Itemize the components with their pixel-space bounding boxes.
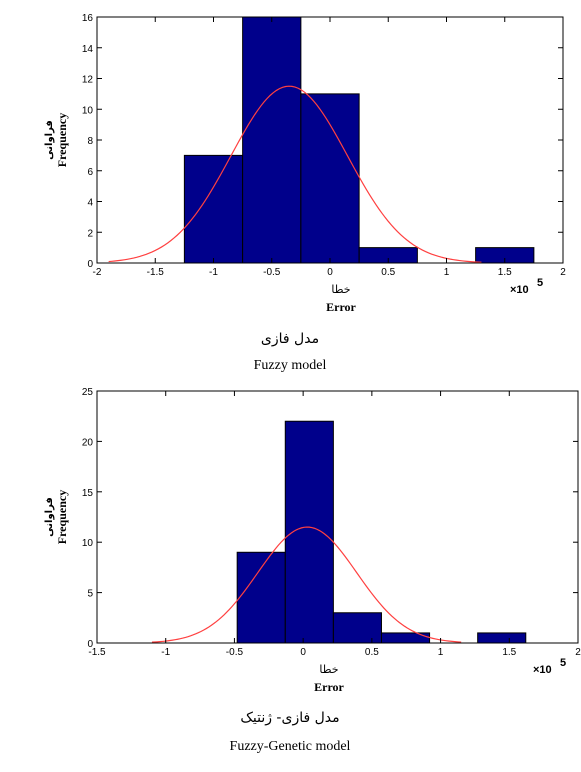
y-tick-label: 4: [87, 198, 93, 209]
caption-fa: مدل فازی: [261, 331, 319, 347]
y-tick-label: 0: [87, 639, 93, 650]
x-tick-label: -1.5: [88, 647, 106, 658]
histogram-bar: [242, 16, 302, 264]
x-axis-multiplier: ×10: [510, 284, 529, 296]
y-tick-label: 5: [87, 589, 93, 600]
y-axis-label: Frequency: [55, 490, 69, 544]
caption-en: Fuzzy model: [254, 358, 327, 373]
x-tick-label: -1: [209, 267, 218, 278]
histogram-bar: [332, 612, 382, 644]
normal-fit-curve: [151, 526, 462, 643]
histogram-panel-1: -2 -1.5 -1 -0.5 0 0.5 1 1.5 2 0 2 4 6 8 10 12 14 16 Freque…: [44, 13, 566, 373]
y-axis-label: Frequency: [55, 113, 69, 167]
axes-frame: [96, 390, 579, 644]
y-tick-label: 10: [82, 538, 94, 549]
x-tick-label: 0.5: [365, 647, 379, 658]
histogram-bar: [300, 93, 360, 264]
histogram-bar: [236, 551, 286, 644]
histogram-bar: [183, 154, 244, 264]
histogram-bar: [477, 632, 527, 644]
y-tick-label: 10: [82, 105, 94, 116]
histogram-bar: [380, 632, 431, 644]
y-tick-label: 16: [82, 13, 94, 24]
x-tick-label: 1: [444, 267, 450, 278]
y-tick-label: 15: [82, 488, 94, 499]
y-tick-label: 6: [87, 167, 93, 178]
x-axis-label-fa: خطا: [331, 283, 350, 296]
y-tick-label: 25: [82, 387, 94, 398]
x-tick-label: 1: [438, 647, 444, 658]
x-tick-label: -1.5: [147, 267, 165, 278]
x-axis-label: Error: [314, 680, 344, 694]
caption-fa: مدل فازی- ژنتیک: [240, 710, 339, 726]
x-tick-label: 2: [560, 267, 566, 278]
x-axis-multiplier: ×10: [533, 664, 552, 676]
x-tick-label: -2: [93, 267, 102, 278]
x-axis-label: Error: [326, 300, 356, 314]
x-tick-label: 0.5: [381, 267, 395, 278]
x-axis-multiplier-exponent: 5: [537, 277, 543, 289]
y-tick-label: 14: [82, 44, 94, 55]
x-tick-label: 1.5: [498, 267, 512, 278]
x-tick-label: 2: [575, 647, 581, 658]
x-tick-label: 1.5: [502, 647, 516, 658]
x-tick-label: -0.5: [263, 267, 281, 278]
x-axis-label-fa: خطا: [319, 663, 338, 676]
x-tick-label: 0: [300, 647, 306, 658]
y-tick-label: 12: [82, 75, 94, 86]
x-tick-label: 0: [327, 267, 333, 278]
histogram-panel-2: -1.5 -1 -0.5 0 0.5 1 1.5 20510152025Frequencyفر…: [44, 387, 581, 754]
y-tick-label: 8: [87, 136, 93, 147]
y-tick-label: 2: [87, 228, 93, 239]
normal-fit-curve: [108, 85, 482, 263]
y-tick-label: 0: [87, 259, 93, 270]
caption-en: Fuzzy-Genetic model: [230, 739, 351, 754]
x-axis-multiplier-exponent: 5: [560, 657, 566, 669]
y-axis-label-fa: فراوانی: [44, 497, 55, 537]
x-tick-label: -1: [161, 647, 170, 658]
y-axis-label-fa: فراوانی: [44, 120, 55, 160]
x-tick-label: -0.5: [226, 647, 244, 658]
y-tick-label: 20: [82, 437, 94, 448]
